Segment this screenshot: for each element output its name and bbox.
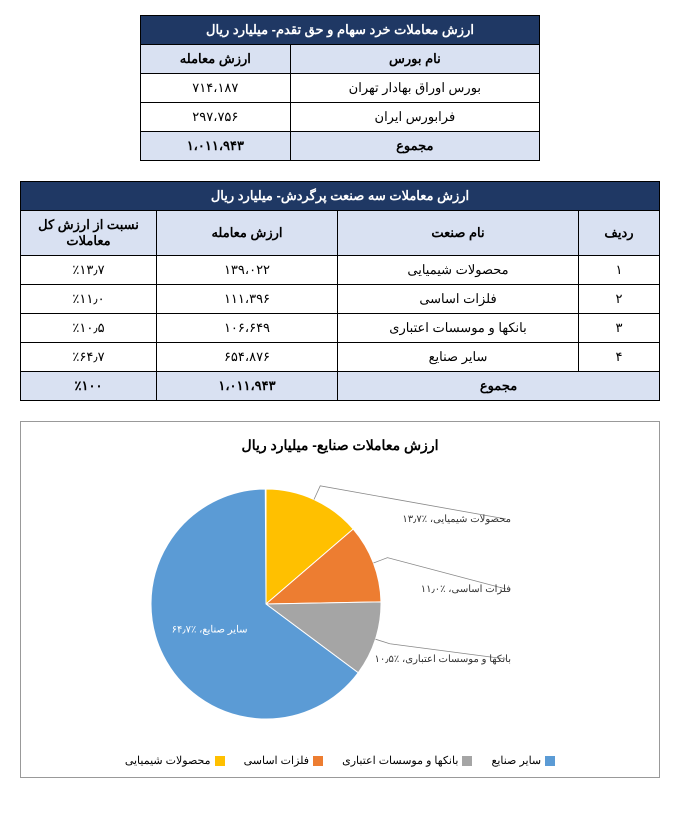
legend-swatch xyxy=(462,756,472,766)
table1-total-row: مجموع ۱،۰۱۱،۹۴۳ xyxy=(141,132,540,161)
legend-swatch xyxy=(215,756,225,766)
table1-title: ارزش معاملات خرد سهام و حق تقدم- میلیارد… xyxy=(141,16,540,45)
legend-item: سایر صنایع xyxy=(491,754,555,767)
svg-text:محصولات شیمیایی، ٪۱۳٫۷: محصولات شیمیایی، ٪۱۳٫۷ xyxy=(402,514,511,525)
chart-title: ارزش معاملات صنایع- میلیارد ریال xyxy=(31,437,649,454)
table-row: ۱ محصولات شیمیایی ۱۳۹،۰۲۲ ٪۱۳٫۷ xyxy=(21,256,660,285)
table2-col-value: ارزش معامله xyxy=(157,211,338,256)
table-row: ۳ بانکها و موسسات اعتباری ۱۰۶،۶۴۹ ٪۱۰٫۵ xyxy=(21,314,660,343)
table-row: ۲ فلزات اساسی ۱۱۱،۳۹۶ ٪۱۱٫۰ xyxy=(21,285,660,314)
table-row: ۴ سایر صنایع ۶۵۴،۸۷۶ ٪۶۴٫۷ xyxy=(21,343,660,372)
table2-col-name: نام صنعت xyxy=(338,211,579,256)
legend-swatch xyxy=(545,756,555,766)
svg-text:بانکها و موسسات اعتباری، ٪۱۰٫۵: بانکها و موسسات اعتباری، ٪۱۰٫۵ xyxy=(375,654,511,665)
svg-text:فلزات اساسی، ٪۱۱٫۰: فلزات اساسی، ٪۱۱٫۰ xyxy=(421,584,511,595)
table1-col-value: ارزش معامله xyxy=(141,45,291,74)
table-row: فرابورس ایران ۲۹۷،۷۵۶ xyxy=(141,103,540,132)
table2-total-row: مجموع ۱،۰۱۱،۹۴۳ ٪۱۰۰ xyxy=(21,372,660,401)
table2-col-pct: نسبت از ارزش کل معاملات xyxy=(21,211,157,256)
legend-swatch xyxy=(313,756,323,766)
legend-item: فلزات اساسی xyxy=(244,754,323,767)
svg-text:سایر صنایع، ٪۶۴٫۷: سایر صنایع، ٪۶۴٫۷ xyxy=(172,625,248,636)
retail-trades-table: ارزش معاملات خرد سهام و حق تقدم- میلیارد… xyxy=(140,15,540,161)
chart-legend: سایر صنایع بانکها و موسسات اعتباری فلزات… xyxy=(31,754,649,767)
top-industries-table: ارزش معاملات سه صنعت پرگردش- میلیارد ریا… xyxy=(20,181,660,401)
legend-item: محصولات شیمیایی xyxy=(125,754,225,767)
table-row: بورس اوراق بهادار تهران ۷۱۴،۱۸۷ xyxy=(141,74,540,103)
pie-svg: محصولات شیمیایی، ٪۱۳٫۷ فلزات اساسی، ٪۱۱٫۰… xyxy=(31,464,651,744)
pie-container: محصولات شیمیایی، ٪۱۳٫۷ فلزات اساسی، ٪۱۱٫۰… xyxy=(31,464,651,744)
table2-title: ارزش معاملات سه صنعت پرگردش- میلیارد ریا… xyxy=(21,182,660,211)
industries-pie-chart: ارزش معاملات صنایع- میلیارد ریال محصولات… xyxy=(20,421,660,778)
table2-col-idx: ردیف xyxy=(579,211,660,256)
legend-item: بانکها و موسسات اعتباری xyxy=(342,754,472,767)
table1-col-name: نام بورس xyxy=(290,45,539,74)
